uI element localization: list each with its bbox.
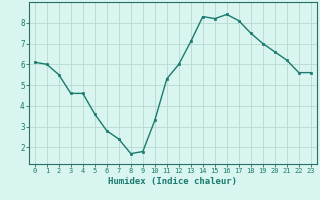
X-axis label: Humidex (Indice chaleur): Humidex (Indice chaleur) [108, 177, 237, 186]
